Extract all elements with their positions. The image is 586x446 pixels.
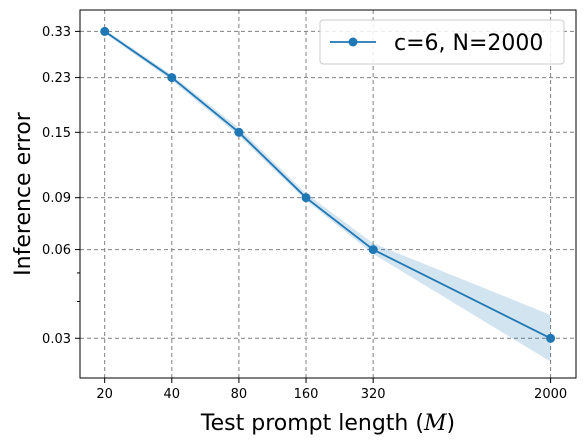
- y-tick-label: 0.15: [42, 126, 71, 141]
- data-point: [301, 193, 311, 203]
- y-tick-label: 0.06: [42, 243, 71, 258]
- confidence-band-layer: [104, 29, 551, 362]
- ticks: 20 40 80 160 320 2000 0.03 0.06 0.09 0.15 0.23 0.33: [42, 25, 567, 402]
- legend-box: [319, 19, 565, 65]
- legend: c=6, N=2000: [319, 19, 565, 65]
- data-point: [167, 73, 177, 83]
- y-axis-label: Inference error: [11, 111, 36, 276]
- x-tick-label: 40: [164, 387, 181, 402]
- x-tick-label: 320: [361, 387, 386, 402]
- series-markers: [100, 26, 556, 343]
- data-point: [100, 26, 110, 36]
- x-tick-label: 2000: [534, 387, 567, 402]
- x-tick-label: 160: [294, 387, 319, 402]
- legend-marker-swatch: [348, 37, 358, 47]
- data-point: [546, 333, 556, 343]
- x-tick-label: 80: [231, 387, 248, 402]
- data-point: [368, 245, 378, 255]
- y-tick-label: 0.23: [42, 71, 71, 86]
- data-point: [234, 127, 244, 137]
- y-tick-label: 0.09: [42, 191, 71, 206]
- y-tick-label: 0.33: [42, 25, 71, 40]
- x-tick-label: 20: [96, 387, 113, 402]
- confidence-band: [104, 29, 551, 362]
- legend-entry-label: c=6, N=2000: [394, 31, 543, 56]
- plot-frame: [79, 9, 577, 379]
- series-line: [104, 30, 551, 340]
- series-line-layer: [104, 30, 551, 340]
- y-tick-label: 0.03: [42, 332, 71, 347]
- x-axis-label: Test prompt length (M): [200, 411, 455, 436]
